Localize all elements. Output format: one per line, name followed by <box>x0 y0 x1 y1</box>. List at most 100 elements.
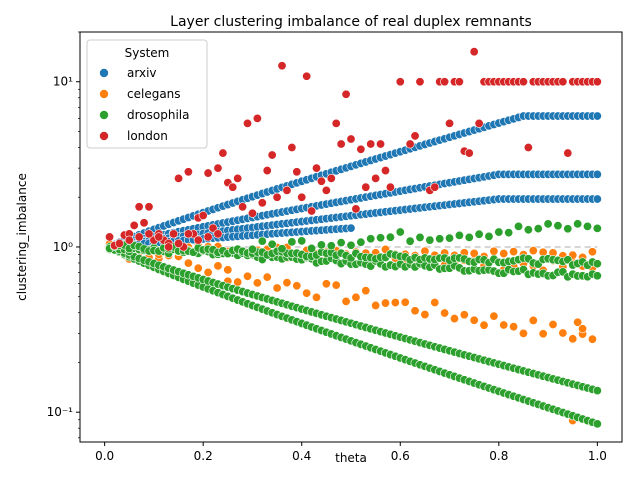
x-tick-label: 1.0 <box>588 449 607 463</box>
celegans-point <box>282 278 292 288</box>
y-tick-label: 10⁰ <box>53 240 73 254</box>
celegans-point <box>499 320 509 330</box>
london-point <box>213 163 223 173</box>
celegans-point <box>243 271 253 281</box>
drosophila-point <box>316 240 326 250</box>
drosophila-point <box>583 221 593 231</box>
london-point <box>218 148 228 158</box>
london-point <box>316 176 326 186</box>
drosophila-point <box>247 244 257 254</box>
legend-label-arxiv: arxiv <box>127 66 157 80</box>
london-point <box>312 163 322 173</box>
london-point <box>474 118 484 128</box>
celegans-point <box>479 320 489 330</box>
london-point <box>523 142 533 152</box>
celegans-point <box>272 283 282 293</box>
drosophila-point <box>454 230 464 240</box>
london-point <box>385 182 395 192</box>
drosophila-point <box>523 225 533 235</box>
london-point <box>297 192 307 202</box>
drosophila-point <box>366 234 376 244</box>
celegans-point <box>302 288 312 298</box>
legend-label-london: london <box>127 129 168 143</box>
celegans-point <box>568 334 578 344</box>
celegans-point <box>390 298 400 308</box>
drosophila-point <box>395 227 405 237</box>
london-point <box>134 232 144 242</box>
london-point <box>277 61 287 71</box>
arxiv-point <box>592 194 602 204</box>
celegans-point <box>213 261 223 271</box>
drosophila-point <box>592 271 602 281</box>
celegans-point <box>380 298 390 308</box>
london-point <box>321 185 331 195</box>
london-point <box>144 202 154 212</box>
london-point <box>198 211 208 221</box>
drosophila-point <box>514 221 524 231</box>
legend-label-drosophila: drosophila <box>127 108 189 122</box>
celegans-point <box>558 328 568 338</box>
london-point <box>257 198 267 208</box>
london-point <box>292 167 302 177</box>
drosophila-point <box>297 236 307 246</box>
celegans-point <box>548 319 558 329</box>
london-point <box>267 150 277 160</box>
celegans-point <box>573 317 583 327</box>
y-axis-title: clustering_imbalance <box>15 173 29 301</box>
london-point <box>243 118 253 128</box>
london-point <box>336 139 346 149</box>
london-point <box>592 77 602 87</box>
london-point <box>228 182 238 192</box>
celegans-point <box>528 246 538 256</box>
celegans-point <box>223 265 233 275</box>
drosophila-point <box>385 232 395 242</box>
arxiv-point <box>592 169 602 179</box>
london-point <box>139 218 149 228</box>
celegans-point <box>489 311 499 321</box>
celegans-point <box>587 247 597 257</box>
london-point <box>346 134 356 144</box>
x-tick-label: 0.2 <box>194 449 213 463</box>
celegans-point <box>420 310 430 320</box>
london-point <box>134 202 144 212</box>
arxiv-point <box>346 223 356 233</box>
london-point <box>203 168 213 178</box>
drosophila-point <box>563 224 573 234</box>
london-point <box>371 173 381 183</box>
y-tick-label: 10¹ <box>53 75 73 89</box>
drosophila-point <box>592 223 602 233</box>
celegans-point <box>341 296 351 306</box>
celegans-point <box>538 329 548 339</box>
london-point <box>307 206 317 216</box>
celegans-point <box>252 278 262 288</box>
london-point <box>262 166 272 176</box>
legend: System arxiv celegans drosophila london <box>86 39 208 149</box>
london-point <box>454 77 464 87</box>
london-point <box>356 144 366 154</box>
london-point <box>410 131 420 141</box>
drosophila-point <box>405 236 415 246</box>
celegans-point <box>410 306 420 316</box>
london-point <box>164 242 174 252</box>
celegans-point <box>528 315 538 325</box>
arxiv-point <box>592 111 602 121</box>
celegans-point <box>499 249 509 259</box>
london-point <box>415 77 425 87</box>
london-point <box>233 173 243 183</box>
drosophila-point <box>336 238 346 248</box>
london-point <box>183 229 193 239</box>
x-tick-label: 0.6 <box>391 449 410 463</box>
y-tick-label: 10⁻¹ <box>47 405 74 419</box>
london-point <box>203 232 213 242</box>
legend-marker-arxiv <box>99 68 109 78</box>
celegans-point <box>400 297 410 307</box>
london-point <box>174 238 184 248</box>
celegans-point <box>262 272 272 282</box>
london-point <box>563 148 573 158</box>
celegans-point <box>361 286 371 296</box>
legend-label-celegans: celegans <box>127 87 181 101</box>
celegans-point <box>183 258 193 268</box>
london-point <box>105 232 115 242</box>
drosophila-point <box>592 259 602 269</box>
celegans-point <box>292 281 302 291</box>
